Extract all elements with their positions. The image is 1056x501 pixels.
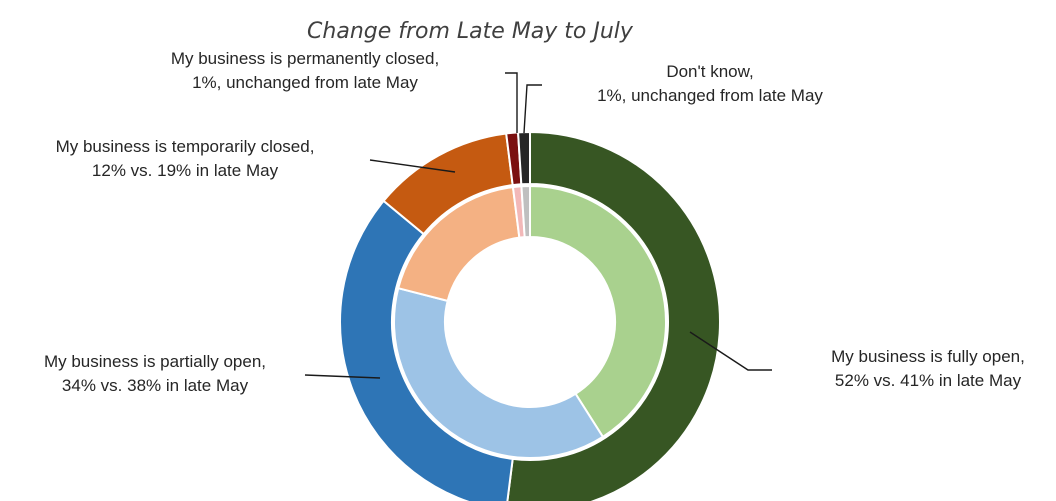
slice-label-4-line-2: 1%, unchanged from late May — [597, 86, 823, 105]
inner-ring-slice-1 — [393, 286, 605, 459]
slice-label-0-line-1: My business is fully open, — [831, 347, 1025, 366]
outer-ring-slice-1 — [339, 199, 514, 501]
inner-ring-slice-0 — [529, 184, 667, 439]
slice-label-2: My business is temporarily closed, 12% vs… — [56, 137, 315, 180]
slice-label-3-line-1: My business is permanently closed, — [171, 49, 439, 68]
chart-subtitle: Change from Late May to July — [307, 19, 634, 44]
leader-line-2 — [369, 159, 456, 173]
slice-label-2-line-1: My business is temporarily closed, — [56, 137, 315, 156]
slice-label-4: Don't know, 1%, unchanged from late May — [597, 62, 823, 105]
slice-label-2-line-2: 12% vs. 19% in late May — [92, 161, 279, 180]
leader-line-0 — [689, 331, 772, 371]
leader-line-3 — [505, 72, 518, 133]
slice-label-1: My business is partially open, 34% vs. 38… — [44, 352, 266, 395]
slice-label-3-line-2: 1%, unchanged from late May — [192, 73, 418, 92]
slice-labels: My business is fully open, 52% vs. 41% in… — [44, 49, 1025, 395]
leader-lines — [304, 72, 772, 379]
outer-ring-slice-0 — [506, 130, 721, 501]
slice-label-1-line-1: My business is partially open, — [44, 352, 266, 371]
slice-label-0: My business is fully open, 52% vs. 41% in… — [831, 347, 1025, 390]
leader-line-1 — [304, 374, 381, 379]
slice-label-1-line-2: 34% vs. 38% in late May — [62, 376, 249, 395]
slice-label-4-line-1: Don't know, — [666, 62, 753, 81]
slice-label-0-line-2: 52% vs. 41% in late May — [835, 371, 1022, 390]
leader-line-4 — [523, 84, 542, 134]
outer-ring-slice-4 — [517, 130, 531, 186]
slice-label-3: My business is permanently closed, 1%, un… — [171, 49, 439, 92]
inner-ring-slice-4 — [520, 184, 531, 239]
donut-rings — [339, 130, 721, 501]
